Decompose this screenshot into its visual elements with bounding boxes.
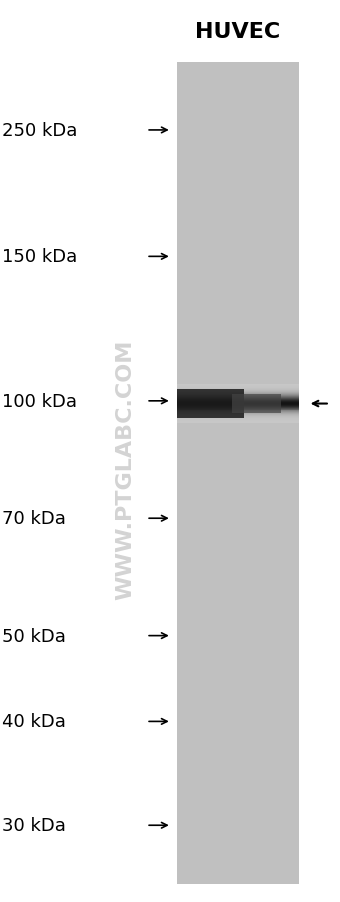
Bar (177, 393, 299, 394)
Bar (177, 398, 299, 399)
Bar (177, 418, 299, 419)
Bar (177, 394, 299, 395)
Bar (177, 400, 299, 401)
Bar (177, 408, 299, 410)
Text: 70 kDa: 70 kDa (2, 510, 66, 528)
Bar (177, 405, 299, 406)
Bar (177, 413, 299, 414)
Bar (177, 402, 299, 403)
Bar (177, 384, 299, 385)
Bar (177, 410, 299, 411)
Bar (177, 392, 299, 393)
Bar (177, 403, 299, 404)
Bar (177, 396, 299, 397)
Bar (177, 421, 299, 422)
Bar (177, 412, 299, 413)
Bar (177, 389, 244, 419)
Text: 250 kDa: 250 kDa (2, 122, 77, 140)
Bar (177, 419, 299, 420)
Bar (232, 394, 281, 414)
Text: 30 kDa: 30 kDa (2, 816, 66, 834)
Text: HUVEC: HUVEC (195, 22, 280, 41)
Text: WWW.PTGLABC.COM: WWW.PTGLABC.COM (116, 339, 136, 599)
Bar (177, 395, 299, 396)
Bar (177, 420, 299, 421)
Text: 100 kDa: 100 kDa (2, 392, 77, 410)
Bar (177, 417, 299, 418)
Bar (177, 404, 299, 405)
Text: 50 kDa: 50 kDa (2, 627, 66, 645)
Bar (177, 422, 299, 423)
Bar (177, 391, 299, 392)
Bar (177, 399, 299, 400)
Bar (177, 386, 299, 387)
Bar (177, 415, 299, 416)
Bar (177, 423, 299, 424)
Bar (177, 406, 299, 407)
Bar (177, 390, 299, 391)
Bar (177, 387, 299, 388)
Bar (177, 385, 299, 386)
Text: 150 kDa: 150 kDa (2, 248, 77, 266)
Bar (177, 414, 299, 415)
Bar (177, 411, 299, 412)
Text: 40 kDa: 40 kDa (2, 713, 66, 731)
Bar (177, 63, 299, 884)
Bar (177, 401, 299, 402)
Bar (177, 388, 299, 390)
Bar (177, 407, 299, 408)
Bar (177, 416, 299, 417)
Bar (177, 397, 299, 398)
